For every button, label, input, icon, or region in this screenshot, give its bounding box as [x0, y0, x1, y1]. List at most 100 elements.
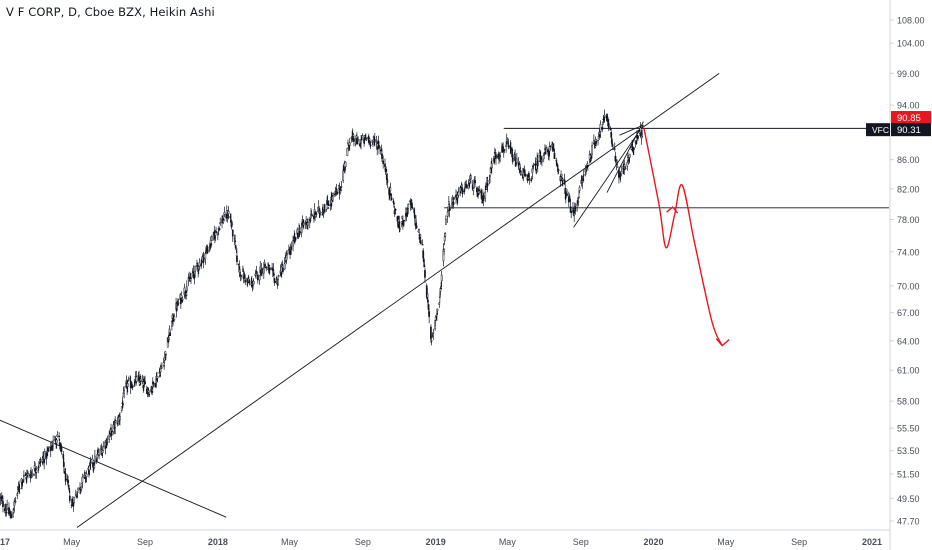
- candle-body: [181, 298, 184, 301]
- candle-body: [436, 308, 439, 312]
- candle-body: [451, 196, 454, 200]
- candle-body: [110, 427, 112, 430]
- candle-body: [467, 184, 470, 189]
- candle-body: [394, 209, 397, 211]
- candle-body: [307, 222, 309, 226]
- candle-body: [372, 141, 374, 143]
- candle-body: [311, 214, 314, 217]
- price-tick-label: 86.00: [897, 155, 920, 165]
- candle-body: [315, 212, 318, 215]
- candle-body: [277, 279, 279, 285]
- candle-body: [375, 141, 378, 143]
- candle-body: [222, 219, 225, 221]
- candle-body: [14, 500, 17, 503]
- candle-body: [163, 364, 165, 367]
- candle-body: [573, 212, 576, 216]
- candle-body: [390, 197, 393, 201]
- candle-body: [110, 430, 113, 436]
- candle-body: [196, 265, 199, 267]
- candle-body: [427, 299, 429, 303]
- candle-body: [256, 271, 259, 274]
- candle-body: [218, 226, 220, 229]
- candle-body: [335, 188, 338, 190]
- time-tick-label: Sep: [573, 537, 589, 547]
- candle-body: [465, 184, 468, 189]
- candle-body: [450, 203, 453, 208]
- candle-body: [474, 180, 476, 184]
- candle-body: [152, 382, 155, 385]
- candle-body: [564, 195, 567, 199]
- price-tick-label: 104.00: [897, 39, 925, 49]
- candle-body: [230, 219, 232, 223]
- candle-body: [239, 269, 241, 274]
- candle-body: [31, 472, 34, 476]
- candle-body: [595, 140, 598, 144]
- candle-body: [37, 466, 40, 468]
- candle-body: [557, 169, 560, 171]
- candle-body: [148, 393, 151, 396]
- candle-body: [262, 268, 265, 274]
- candle-body: [12, 512, 14, 518]
- candle-body: [332, 193, 334, 196]
- candle-body: [85, 473, 88, 478]
- candle-body: [637, 135, 639, 139]
- forecast-arrowhead: [715, 338, 730, 347]
- candle-body: [373, 139, 376, 142]
- candle-body: [346, 147, 349, 156]
- candle-body: [296, 232, 299, 235]
- candle-body: [641, 134, 644, 137]
- candle-body: [60, 446, 63, 452]
- candle-body: [340, 186, 343, 188]
- candle-body: [106, 441, 109, 443]
- candle-body: [96, 454, 99, 459]
- time-axis[interactable]: 2017 May Sep 2018 May Sep 2019 May Sep 2020 May Sep…: [0, 529, 890, 547]
- candle-body: [102, 446, 105, 451]
- candle-body: [461, 184, 463, 188]
- price-tick-label: 53.50: [897, 446, 920, 456]
- candle-body: [283, 263, 286, 270]
- candle-body: [88, 465, 91, 471]
- time-tick-label: 2019: [426, 537, 446, 547]
- candle-body: [607, 123, 610, 129]
- candle-body: [290, 246, 293, 250]
- candle-body: [289, 252, 291, 256]
- candle-body: [369, 144, 372, 146]
- candle-body: [286, 252, 288, 255]
- candle-body: [423, 264, 426, 267]
- candle-body: [578, 196, 580, 198]
- candle-body: [144, 381, 146, 385]
- candle-body: [447, 201, 450, 205]
- candle-body: [234, 240, 237, 243]
- candle-body: [126, 383, 129, 387]
- candle-body: [566, 193, 568, 196]
- candle-body: [326, 200, 329, 206]
- candle-body: [553, 152, 556, 159]
- candle-body: [457, 191, 460, 196]
- time-tick-label: Sep: [791, 537, 807, 547]
- candle-body: [507, 144, 510, 148]
- candle-body: [407, 203, 410, 209]
- trendline: [619, 124, 644, 136]
- candle-body: [319, 210, 321, 213]
- candle-body: [444, 218, 447, 225]
- candle-body: [415, 219, 417, 224]
- candle-body: [424, 270, 426, 278]
- price-axis[interactable]: 47.70 49.50 51.50 53.50 55.50 58.00 61.00 64.00…: [889, 0, 925, 550]
- candle-body: [382, 160, 385, 165]
- candle-body: [45, 452, 48, 459]
- candle-body: [415, 225, 418, 229]
- candle-body: [597, 139, 599, 142]
- candle-body: [486, 183, 489, 187]
- candle-body: [255, 273, 257, 276]
- candle-body: [62, 453, 65, 459]
- candle-body: [67, 484, 70, 488]
- candle-body: [327, 207, 330, 209]
- candle-body: [613, 148, 616, 150]
- candle-body: [223, 212, 226, 215]
- candle-body: [215, 231, 217, 233]
- candle-body: [225, 210, 228, 215]
- candle-body: [413, 208, 416, 214]
- price-tick-label: 108.00: [897, 16, 925, 26]
- candle-body: [516, 158, 518, 164]
